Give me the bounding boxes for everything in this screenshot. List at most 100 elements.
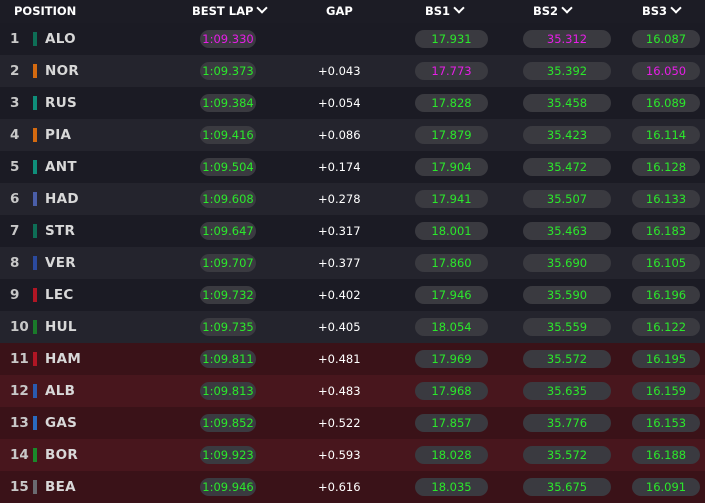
header-bs1[interactable]: BS1 xyxy=(425,0,465,23)
best-lap-time: 1:09.384 xyxy=(200,94,256,112)
gap-value: +0.405 xyxy=(318,320,361,334)
best-lap-time: 1:09.330 xyxy=(200,30,256,48)
driver-code: BOR xyxy=(45,447,79,463)
driver-code: ALO xyxy=(45,31,76,47)
sector-2-time: 35.572 xyxy=(523,446,611,464)
sector-3-time: 16.114 xyxy=(632,126,700,144)
sector-1-time: 18.001 xyxy=(415,222,488,240)
best-lap-time: 1:09.852 xyxy=(200,414,256,432)
best-lap-time: 1:09.707 xyxy=(200,254,256,272)
table-row[interactable]: 5 ANT 1:09.504 +0.174 17.904 35.472 16.128 xyxy=(0,151,705,183)
sector-3-time: 16.195 xyxy=(632,350,700,368)
sector-3-time: 16.188 xyxy=(632,446,700,464)
sector-2-time: 35.559 xyxy=(523,318,611,336)
driver-code: BEA xyxy=(45,479,76,495)
header-bs3[interactable]: BS3 xyxy=(642,0,682,23)
team-color-bar xyxy=(33,384,37,398)
best-lap-time: 1:09.647 xyxy=(200,222,256,240)
driver-code: ANT xyxy=(45,159,77,175)
team-color-bar xyxy=(33,320,37,334)
table-row[interactable]: 13 GAS 1:09.852 +0.522 17.857 35.776 16.153 xyxy=(0,407,705,439)
best-lap-time: 1:09.504 xyxy=(200,158,256,176)
sector-1-time: 17.828 xyxy=(415,94,488,112)
position-number: 4 xyxy=(10,127,20,143)
sector-2-time: 35.675 xyxy=(523,478,611,496)
gap-value: +0.086 xyxy=(318,128,361,142)
sector-2-time: 35.690 xyxy=(523,254,611,272)
sector-2-time: 35.423 xyxy=(523,126,611,144)
team-color-bar xyxy=(33,96,37,110)
gap-value: +0.054 xyxy=(318,96,361,110)
team-color-bar xyxy=(33,128,37,142)
table-header: POSITION BEST LAP GAP BS1 BS2 BS3 xyxy=(0,0,705,23)
driver-code: RUS xyxy=(45,95,77,111)
driver-code: ALB xyxy=(45,383,76,399)
gap-value: +0.522 xyxy=(318,416,361,430)
timing-rows: 1 ALO 1:09.330 17.931 35.312 16.087 2 NOR 1:09.3… xyxy=(0,23,705,503)
sector-2-time: 35.590 xyxy=(523,286,611,304)
sector-2-time: 35.312 xyxy=(523,30,611,48)
table-row[interactable]: 9 LEC 1:09.732 +0.402 17.946 35.590 16.196 xyxy=(0,279,705,311)
sector-2-time: 35.392 xyxy=(523,62,611,80)
best-lap-time: 1:09.732 xyxy=(200,286,256,304)
sector-1-time: 18.035 xyxy=(415,478,488,496)
gap-value: +0.616 xyxy=(318,480,361,494)
header-bs2-label: BS2 xyxy=(533,4,559,18)
team-color-bar xyxy=(33,288,37,302)
table-row[interactable]: 3 RUS 1:09.384 +0.054 17.828 35.458 16.089 xyxy=(0,87,705,119)
table-row[interactable]: 15 BEA 1:09.946 +0.616 18.035 35.675 16.091 xyxy=(0,471,705,503)
sector-3-time: 16.128 xyxy=(632,158,700,176)
table-row[interactable]: 7 STR 1:09.647 +0.317 18.001 35.463 16.183 xyxy=(0,215,705,247)
table-row[interactable]: 6 HAD 1:09.608 +0.278 17.941 35.507 16.133 xyxy=(0,183,705,215)
position-number: 15 xyxy=(10,479,29,495)
table-row[interactable]: 2 NOR 1:09.373 +0.043 17.773 35.392 16.050 xyxy=(0,55,705,87)
sector-3-time: 16.050 xyxy=(632,62,700,80)
sector-1-time: 17.857 xyxy=(415,414,488,432)
gap-value: +0.278 xyxy=(318,192,361,206)
best-lap-time: 1:09.416 xyxy=(200,126,256,144)
team-color-bar xyxy=(33,480,37,494)
sector-3-time: 16.159 xyxy=(632,382,700,400)
driver-code: NOR xyxy=(45,63,80,79)
header-best-lap[interactable]: BEST LAP xyxy=(192,0,269,23)
gap-value: +0.483 xyxy=(318,384,361,398)
header-gap: GAP xyxy=(326,4,353,18)
sector-2-time: 35.507 xyxy=(523,190,611,208)
sector-3-time: 16.153 xyxy=(632,414,700,432)
gap-value: +0.043 xyxy=(318,64,361,78)
table-row[interactable]: 8 VER 1:09.707 +0.377 17.860 35.690 16.105 xyxy=(0,247,705,279)
table-row[interactable]: 14 BOR 1:09.923 +0.593 18.028 35.572 16.188 xyxy=(0,439,705,471)
sector-1-time: 17.931 xyxy=(415,30,488,48)
sector-3-time: 16.122 xyxy=(632,318,700,336)
best-lap-time: 1:09.946 xyxy=(200,478,256,496)
sector-1-time: 17.860 xyxy=(415,254,488,272)
team-color-bar xyxy=(33,224,37,238)
sector-1-time: 17.879 xyxy=(415,126,488,144)
team-color-bar xyxy=(33,192,37,206)
table-row[interactable]: 1 ALO 1:09.330 17.931 35.312 16.087 xyxy=(0,23,705,55)
sector-1-time: 18.028 xyxy=(415,446,488,464)
sector-2-time: 35.635 xyxy=(523,382,611,400)
driver-code: GAS xyxy=(45,415,78,431)
team-color-bar xyxy=(33,160,37,174)
sector-2-time: 35.472 xyxy=(523,158,611,176)
position-number: 14 xyxy=(10,447,29,463)
sector-1-time: 17.946 xyxy=(415,286,488,304)
table-row[interactable]: 12 ALB 1:09.813 +0.483 17.968 35.635 16.159 xyxy=(0,375,705,407)
table-row[interactable]: 10 HUL 1:09.735 +0.405 18.054 35.559 16.122 xyxy=(0,311,705,343)
position-number: 8 xyxy=(10,255,20,271)
position-number: 13 xyxy=(10,415,29,431)
driver-code: VER xyxy=(45,255,76,271)
header-bs2[interactable]: BS2 xyxy=(533,0,573,23)
gap-value: +0.481 xyxy=(318,352,361,366)
position-number: 11 xyxy=(10,351,29,367)
header-bs1-label: BS1 xyxy=(425,4,451,18)
table-row[interactable]: 11 HAM 1:09.811 +0.481 17.969 35.572 16.195 xyxy=(0,343,705,375)
sector-3-time: 16.091 xyxy=(632,478,700,496)
position-number: 1 xyxy=(10,31,20,47)
sector-3-time: 16.089 xyxy=(632,94,700,112)
position-number: 9 xyxy=(10,287,20,303)
table-row[interactable]: 4 PIA 1:09.416 +0.086 17.879 35.423 16.114 xyxy=(0,119,705,151)
sector-2-time: 35.572 xyxy=(523,350,611,368)
driver-code: HAD xyxy=(45,191,79,207)
